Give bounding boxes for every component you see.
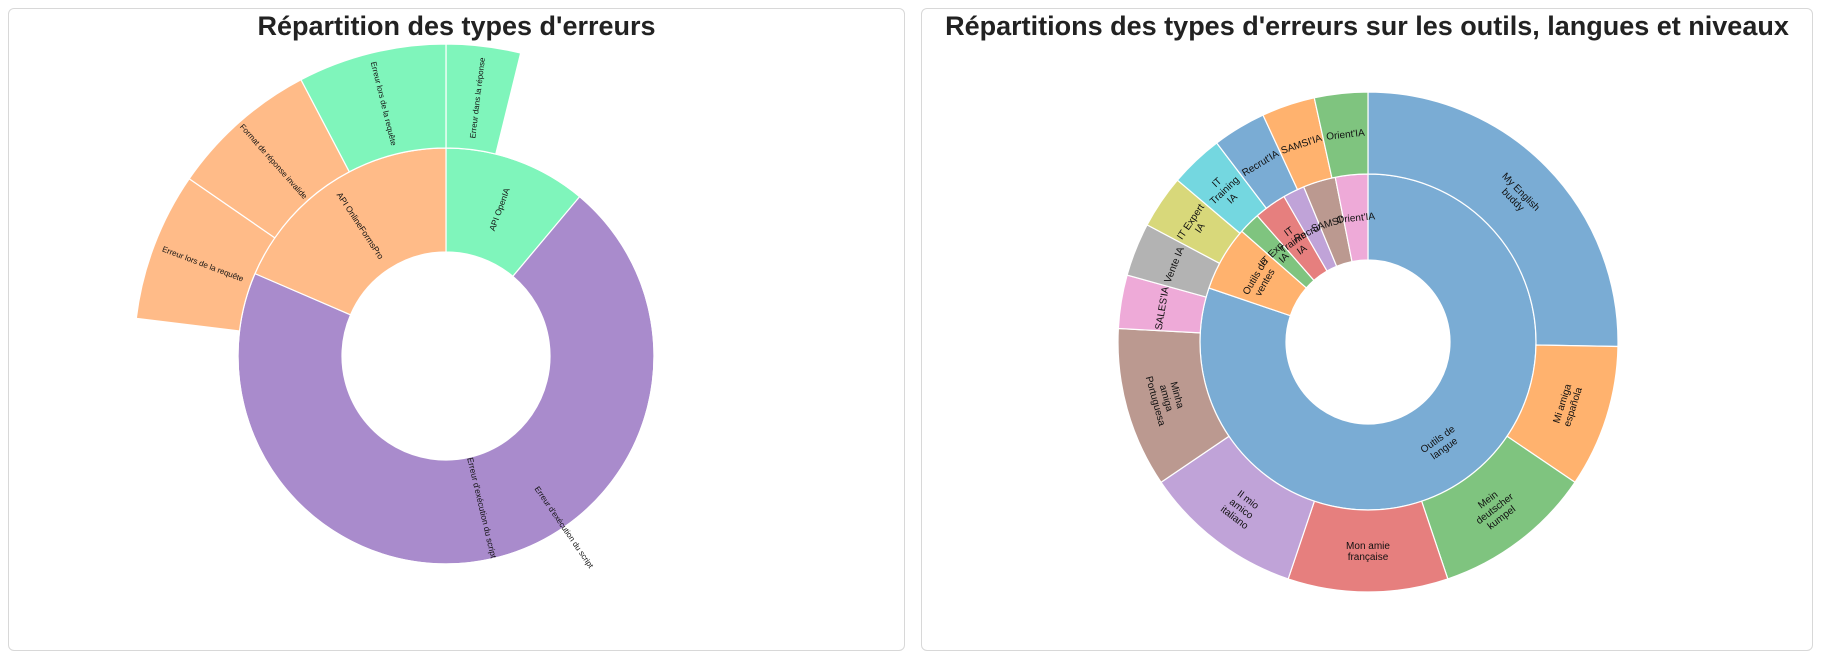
outer-segment[interactable] <box>300 43 447 173</box>
chart-title: Répartition des types d'erreurs <box>257 11 656 41</box>
outer-label: Mon amie française <box>1346 541 1390 563</box>
chart-panel-error-types: Répartition des types d'erreurs API Open… <box>8 8 905 651</box>
outer-segment[interactable] <box>445 43 522 155</box>
outer-segment[interactable] <box>1313 91 1369 179</box>
outer-label: Orient'IA <box>1326 128 1366 143</box>
outer-segment[interactable] <box>1367 91 1619 348</box>
chart-title: Répartitions des types d'erreurs sur les… <box>945 11 1789 41</box>
inner-label: Orient'IA <box>1336 211 1376 226</box>
chart-panel-tools-languages: Répartitions des types d'erreurs sur les… <box>921 8 1813 651</box>
